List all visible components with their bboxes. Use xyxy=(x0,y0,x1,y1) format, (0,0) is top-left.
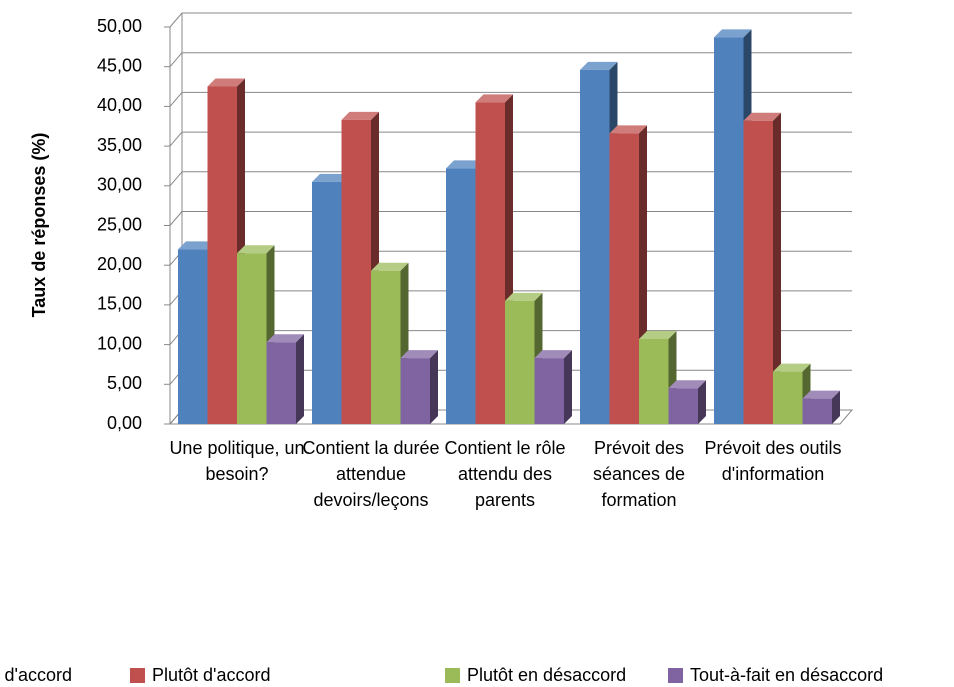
bar-face xyxy=(639,339,669,424)
bar-face xyxy=(609,125,647,134)
bar-face xyxy=(371,270,401,424)
bar-face xyxy=(773,371,803,424)
y-tick-label: 50,00 xyxy=(97,16,142,36)
legend-label: Tout-à-fait en désaccord xyxy=(690,665,883,685)
bar-face xyxy=(178,241,216,250)
y-tick-label: 0,00 xyxy=(107,413,142,433)
y-tick-label: 25,00 xyxy=(97,214,142,234)
bar xyxy=(639,331,677,424)
bar-face xyxy=(773,363,811,372)
bar-face xyxy=(832,390,840,424)
bar-face xyxy=(475,102,505,425)
bar-face xyxy=(639,331,677,340)
bar-face xyxy=(207,86,237,425)
bar-face xyxy=(312,173,350,182)
bar-face xyxy=(668,380,706,389)
y-axis-title: Taux de réponses (%) xyxy=(29,133,49,318)
bar-face xyxy=(207,78,245,87)
bar-face xyxy=(580,61,618,70)
x-tick-label: Prévoit des outils d'information xyxy=(704,438,842,484)
grid-line-side xyxy=(169,171,183,187)
y-tick-label: 20,00 xyxy=(97,254,142,274)
legend-label: Tout-à-fait d'accord xyxy=(0,665,72,685)
bar-face xyxy=(609,133,639,424)
bar-face xyxy=(475,94,513,103)
bar-face xyxy=(266,342,296,424)
grid-line-side xyxy=(169,131,183,147)
bar-face xyxy=(698,380,706,424)
bar xyxy=(266,334,304,424)
legend-label: Plutôt d'accord xyxy=(152,665,271,685)
bar-face xyxy=(505,292,543,301)
grid-line-side xyxy=(169,52,183,68)
bar-face xyxy=(505,300,535,424)
grid-line-side xyxy=(169,12,183,28)
bar xyxy=(400,350,438,424)
legend-swatch xyxy=(668,668,683,683)
y-tick-label: 5,00 xyxy=(107,373,142,393)
y-tick-label: 15,00 xyxy=(97,294,142,314)
bar-face xyxy=(446,168,476,424)
bar xyxy=(802,390,840,424)
bar-face xyxy=(773,112,781,424)
legend-label: Plutôt en désaccord xyxy=(467,665,626,685)
bar-face xyxy=(430,350,438,424)
legend-swatch xyxy=(445,668,460,683)
bar-face xyxy=(743,120,773,424)
bar-face xyxy=(668,388,698,424)
bar-face xyxy=(400,358,430,424)
bar-face xyxy=(743,112,781,121)
bar-face xyxy=(564,350,572,424)
grid-line-side xyxy=(169,92,183,107)
y-tick-label: 30,00 xyxy=(97,175,142,195)
bar xyxy=(668,380,706,424)
bar-face xyxy=(237,245,275,254)
bar-face xyxy=(178,249,208,424)
bar xyxy=(773,363,811,424)
x-tick-label: Contient le rôle attendu des parents xyxy=(444,438,566,510)
bar-face xyxy=(266,334,304,343)
y-tick-label: 10,00 xyxy=(97,333,142,353)
bar-face xyxy=(580,69,610,424)
grid-line-side xyxy=(169,211,183,226)
bar-face xyxy=(534,350,572,359)
bar-face xyxy=(296,334,304,424)
x-tick-label: Prévoit des séances de formation xyxy=(592,438,686,510)
bar-face xyxy=(446,160,484,169)
x-tick-label: Une politique, un besoin? xyxy=(169,438,305,484)
bar-face xyxy=(341,119,371,424)
bar xyxy=(743,112,781,424)
x-tick-label: Contient la durée attendue devoirs/leçon… xyxy=(302,438,440,510)
y-tick-label: 35,00 xyxy=(97,135,142,155)
bar-face xyxy=(400,350,438,359)
bar-face xyxy=(802,398,832,424)
bar-face xyxy=(312,181,342,424)
y-tick-label: 45,00 xyxy=(97,55,142,75)
bar-face xyxy=(714,37,744,425)
y-tick-label: 40,00 xyxy=(97,95,142,115)
bar-face xyxy=(341,111,379,120)
bar-face xyxy=(237,253,267,424)
legend-swatch xyxy=(130,668,145,683)
bar-face xyxy=(371,262,409,271)
bar-face xyxy=(534,358,564,424)
bar-face xyxy=(714,29,752,38)
bar xyxy=(534,350,572,424)
bar-face xyxy=(802,390,840,399)
